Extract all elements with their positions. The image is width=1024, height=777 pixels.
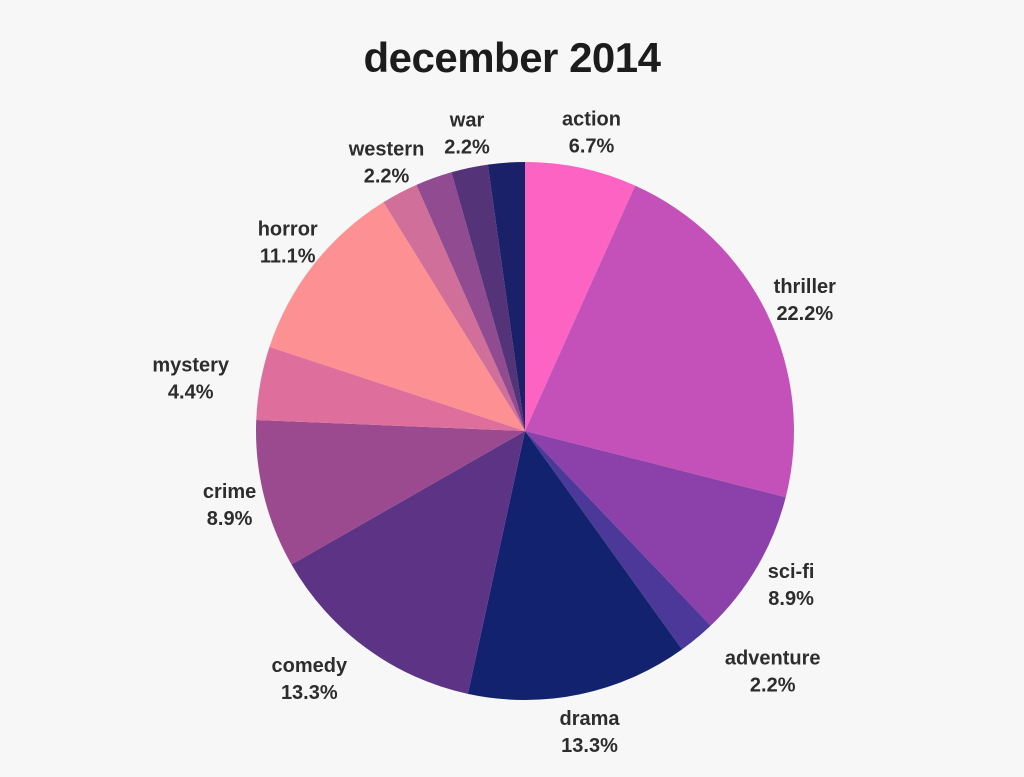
- pie-slice-unlabeled-10: [416, 172, 525, 431]
- slice-label-mystery: mystery 4.4%: [152, 354, 230, 403]
- slice-label-adventure: adventure 2.2%: [725, 647, 821, 696]
- slice-label-western: western 2.2%: [348, 138, 425, 187]
- slice-label-war: war 2.2%: [444, 109, 490, 158]
- pie-slice-horror: [269, 202, 525, 431]
- slice-label-sci-fi: sci-fi 8.9%: [768, 561, 815, 610]
- pie-slice-action: [525, 162, 636, 431]
- pie-slice-unlabeled-9: [383, 184, 525, 431]
- pie-slice-thriller: [525, 185, 794, 498]
- pie-slice-comedy: [291, 431, 525, 694]
- pie-slice-drama: [467, 431, 683, 700]
- pie-slice-war: [487, 162, 525, 431]
- slice-label-comedy: comedy 13.3%: [272, 655, 348, 704]
- pie-slice-mystery: [256, 346, 525, 431]
- slice-label-drama: drama 13.3%: [559, 708, 620, 757]
- pie-slice-adventure: [525, 431, 711, 650]
- pie-slice-western: [451, 164, 525, 431]
- pie-slice-crime: [256, 419, 525, 565]
- chart-title: december 2014: [363, 34, 661, 81]
- slice-label-crime: crime 8.9%: [203, 481, 256, 530]
- slice-label-horror: horror 11.1%: [258, 219, 318, 268]
- pie-slice-sci-fi: [525, 431, 786, 626]
- slice-label-thriller: thriller 22.2%: [774, 276, 836, 325]
- slice-label-action: action 6.7%: [562, 109, 621, 158]
